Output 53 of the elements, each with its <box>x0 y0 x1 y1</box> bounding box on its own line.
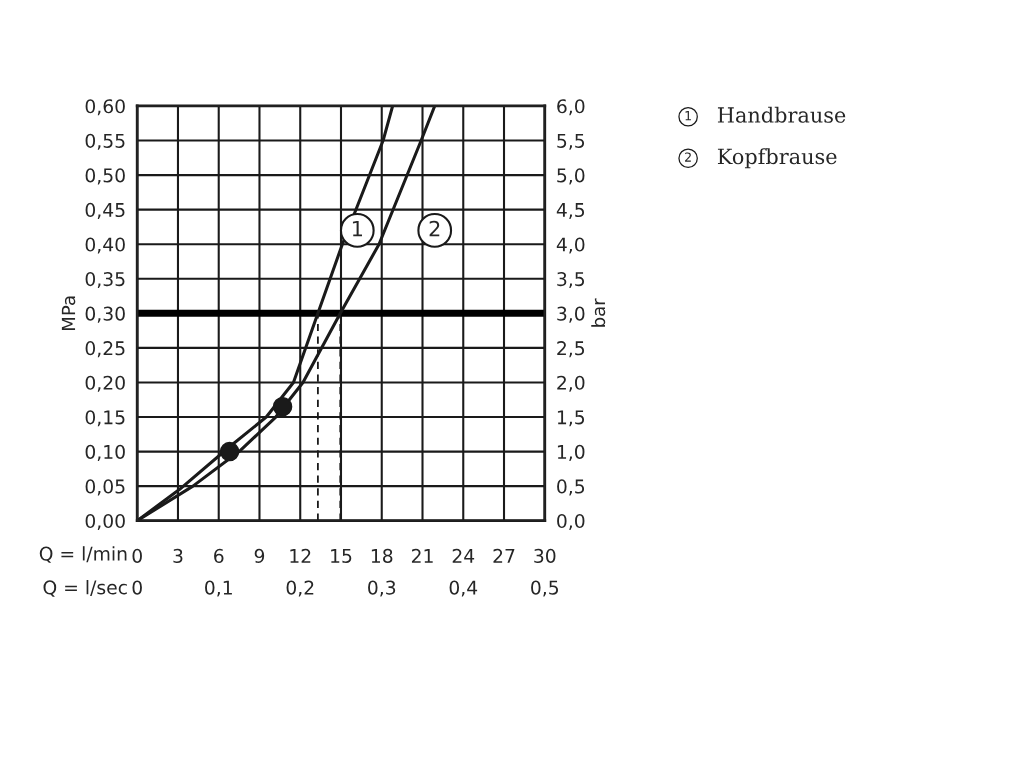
y2-tick-label: 1,0 <box>557 444 585 461</box>
x-axis-title: Q = l/min <box>39 546 127 563</box>
y2-tick-label: 1,5 <box>557 410 585 427</box>
y-tick-label: 0,25 <box>85 341 125 358</box>
text: Handbrause <box>717 106 846 123</box>
y-tick-label: 0,05 <box>85 479 125 496</box>
y2-tick-label: 2,0 <box>557 375 585 392</box>
y2-tick-label: 4,0 <box>556 237 585 254</box>
text: 1 <box>685 111 691 121</box>
y-tick-label: 0,30 <box>85 306 125 323</box>
y2-tick-label: 0,0 <box>557 513 585 531</box>
x2-tick-label: 0 <box>132 580 142 595</box>
x2-axis-title: Q = l/sec <box>43 579 127 597</box>
y2-tick-label: 5,0 <box>557 168 585 185</box>
y-tick-label: 0,40 <box>85 237 125 254</box>
y-tick-label: 0,15 <box>85 410 125 427</box>
text: Kopfbrause <box>717 148 837 169</box>
y-tick-label: 0,60 <box>85 99 125 116</box>
y2-axis-title: bar <box>591 298 606 327</box>
x2-tick-label: 0,5 <box>531 580 559 597</box>
x-tick-label: 24 <box>452 548 475 563</box>
x-tick-label: 15 <box>331 549 352 563</box>
x-tick-label: 3 <box>173 548 183 563</box>
y2-tick-label: 6,0 <box>557 99 585 116</box>
x-tick-label: 27 <box>493 548 515 563</box>
x-tick-label: 9 <box>254 548 265 563</box>
y-tick-label: 0,00 <box>85 513 125 531</box>
x-tick-label: 30 <box>534 548 556 563</box>
x2-tick-label: 0,1 <box>205 580 232 597</box>
x-tick-label: 18 <box>371 548 393 563</box>
y-axis-title: MPa <box>61 296 76 330</box>
y-tick-label: 0,50 <box>85 168 125 185</box>
x2-tick-label: 0,2 <box>286 580 314 597</box>
y2-tick-label: 4,5 <box>556 203 585 219</box>
y-tick-label: 0,55 <box>85 133 125 150</box>
y2-tick-label: 0,5 <box>557 479 585 496</box>
y2-tick-label: 3,0 <box>557 306 585 323</box>
x-tick-label: 21 <box>411 548 433 563</box>
x2-tick-label: 0,4 <box>449 580 478 597</box>
x2-tick-label: 0,3 <box>368 580 396 597</box>
x-tick-label: 0 <box>132 548 142 563</box>
y2-tick-label: 2,5 <box>557 341 585 358</box>
text: 2 <box>685 152 691 162</box>
y2-tick-label: 5,5 <box>557 134 585 150</box>
y-tick-label: 0,35 <box>85 271 125 289</box>
y-tick-label: 0,45 <box>85 202 125 219</box>
y2-tick-label: 3,5 <box>557 271 585 289</box>
y-tick-label: 0,10 <box>85 444 125 461</box>
x-tick-label: 6 <box>214 548 224 563</box>
x-tick-label: 12 <box>290 548 311 563</box>
y-tick-label: 0,20 <box>85 375 125 392</box>
annotation: 2 <box>429 220 440 237</box>
annotation: 1 <box>352 220 362 237</box>
